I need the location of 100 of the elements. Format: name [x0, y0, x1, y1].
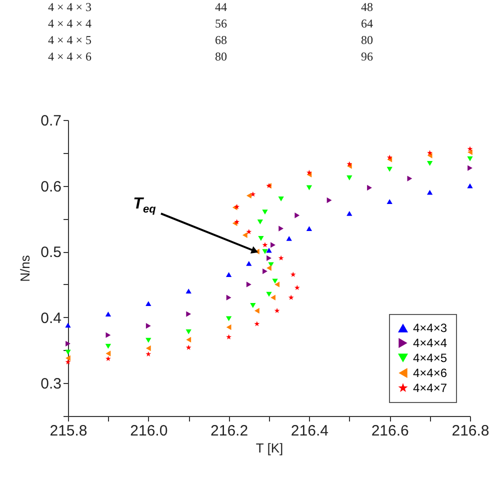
y-tick-label: 0.6 — [40, 178, 62, 196]
point — [266, 255, 272, 261]
point — [294, 284, 300, 290]
point — [65, 359, 71, 364]
point — [146, 323, 151, 329]
point — [254, 321, 260, 326]
point — [346, 175, 352, 180]
point — [270, 294, 276, 300]
point — [250, 303, 256, 308]
point — [262, 210, 268, 215]
point — [467, 146, 473, 152]
point — [146, 301, 152, 306]
point — [65, 322, 71, 328]
y-axis-title: N/ns — [18, 254, 33, 282]
point — [234, 219, 240, 224]
point — [106, 356, 111, 362]
point — [306, 226, 312, 231]
point — [294, 212, 300, 218]
point — [266, 265, 272, 271]
y-tick-label: 0.5 — [40, 244, 62, 262]
point — [272, 278, 278, 284]
point — [326, 197, 332, 204]
point — [242, 232, 248, 238]
legend-label: 4×4×7 — [413, 381, 448, 395]
point — [266, 248, 272, 253]
text: 68 — [215, 33, 227, 47]
point — [226, 324, 232, 330]
point — [186, 288, 192, 294]
point — [427, 150, 432, 156]
point — [306, 170, 312, 175]
point — [257, 220, 263, 224]
x-axis-title: T [K] — [256, 440, 284, 456]
x-tick-label: 216.6 — [371, 422, 409, 440]
point — [258, 236, 264, 241]
point — [186, 329, 192, 334]
point — [186, 336, 192, 343]
x-tick-label: 216.2 — [210, 422, 248, 440]
point — [386, 154, 392, 160]
point — [426, 190, 433, 195]
point — [262, 249, 268, 254]
legend-label: 4×4×3 — [413, 321, 448, 335]
y-tick-label: 0.3 — [40, 376, 62, 393]
point — [306, 185, 312, 190]
point — [66, 355, 70, 361]
point — [226, 316, 232, 322]
point — [346, 161, 352, 166]
legend-label: 4×4×5 — [413, 351, 448, 365]
point — [467, 183, 473, 188]
point — [186, 311, 192, 317]
text: 4 × 4 × 5 — [48, 33, 92, 47]
y-tick-label: 0.7 — [40, 112, 62, 130]
text: 80 — [215, 50, 227, 64]
point — [468, 149, 472, 156]
text: 96 — [361, 50, 373, 64]
point — [274, 282, 280, 288]
point — [407, 176, 412, 182]
x-tick-label: 216.8 — [452, 422, 490, 440]
x-tick-label: 215.8 — [50, 422, 88, 440]
point — [288, 294, 294, 300]
point — [226, 294, 232, 300]
point — [246, 192, 252, 198]
point — [290, 272, 296, 277]
point — [65, 350, 71, 355]
point — [386, 199, 392, 204]
text: 4 × 4 × 6 — [48, 50, 92, 64]
point — [106, 350, 111, 356]
text: 4 × 4 × 3 — [48, 0, 92, 14]
point — [367, 184, 372, 191]
point — [234, 204, 240, 210]
point — [426, 160, 433, 166]
point — [186, 344, 192, 350]
point — [105, 312, 112, 316]
text: 216.0 — [130, 422, 168, 440]
point — [246, 282, 252, 288]
text: 44 — [215, 0, 227, 14]
y-tick-label: 0.4 — [40, 310, 62, 327]
point — [346, 210, 352, 216]
point — [468, 165, 472, 171]
point — [262, 242, 268, 248]
point — [270, 242, 276, 248]
point — [286, 236, 292, 241]
point — [278, 255, 284, 260]
point — [106, 332, 111, 338]
point — [386, 166, 392, 172]
point — [278, 196, 284, 202]
legend-label: 4×4×4 — [413, 336, 448, 350]
point — [66, 340, 70, 346]
point — [467, 156, 473, 162]
point — [254, 308, 260, 314]
x-tick-label: 216.4 — [290, 422, 328, 440]
point — [266, 292, 272, 297]
point — [146, 338, 152, 343]
point — [226, 272, 232, 278]
text: 56 — [215, 16, 227, 30]
text: 48 — [361, 0, 373, 14]
point — [105, 344, 112, 349]
legend-label: 4×4×6 — [413, 366, 448, 380]
point — [278, 226, 284, 232]
point — [250, 192, 256, 197]
point — [262, 268, 268, 274]
